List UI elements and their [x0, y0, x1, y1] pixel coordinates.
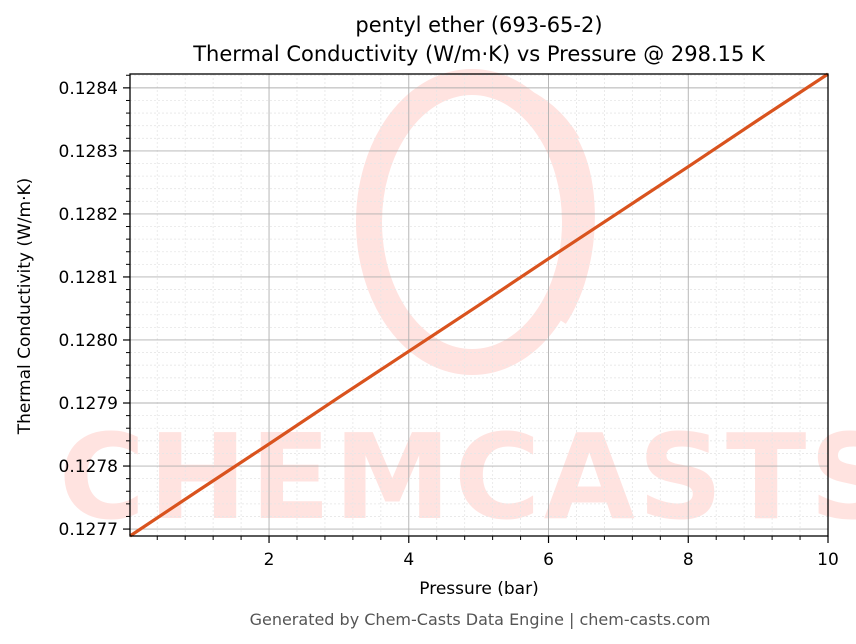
- y-tick-label: 0.1283: [59, 142, 118, 162]
- x-tick-label: 6: [543, 550, 554, 570]
- chemcasts-swirl-logo: [356, 69, 595, 375]
- plot-frame: [129, 73, 829, 537]
- y-tick-label: 0.1280: [59, 331, 118, 351]
- series-line: [129, 72, 829, 538]
- footer-credit: Generated by Chem-Casts Data Engine | ch…: [250, 610, 711, 629]
- x-axis-label: Pressure (bar): [419, 579, 538, 599]
- plot-series: [129, 72, 829, 538]
- y-tick-label: 0.1284: [59, 79, 118, 99]
- x-tick-label: 10: [817, 550, 839, 570]
- watermark: CHEMCASTS: [59, 69, 856, 546]
- y-tick-label: 0.1278: [59, 457, 118, 477]
- x-axis-ticks: 2 4 6 8 10: [156, 536, 839, 570]
- x-tick-label: 2: [264, 550, 275, 570]
- chart-title: pentyl ether (693-65-2): [355, 13, 602, 37]
- y-tick-label: 0.1277: [59, 520, 118, 540]
- minor-grid: [130, 74, 828, 536]
- y-tick-label: 0.1279: [59, 394, 118, 414]
- x-tick-label: 4: [403, 550, 414, 570]
- y-tick-label: 0.1281: [59, 268, 118, 288]
- watermark-text: CHEMCASTS: [59, 408, 856, 546]
- y-axis-label: Thermal Conductivity (W/m·K): [15, 178, 35, 436]
- axes-frame: [129, 73, 829, 537]
- chart-subtitle: Thermal Conductivity (W/m·K) vs Pressure…: [192, 42, 766, 66]
- y-axis-ticks: 0.1277 0.1278 0.1279 0.1280 0.1281 0.1282 0.12…: [59, 74, 130, 540]
- x-tick-label: 8: [683, 550, 694, 570]
- y-tick-label: 0.1282: [59, 205, 118, 225]
